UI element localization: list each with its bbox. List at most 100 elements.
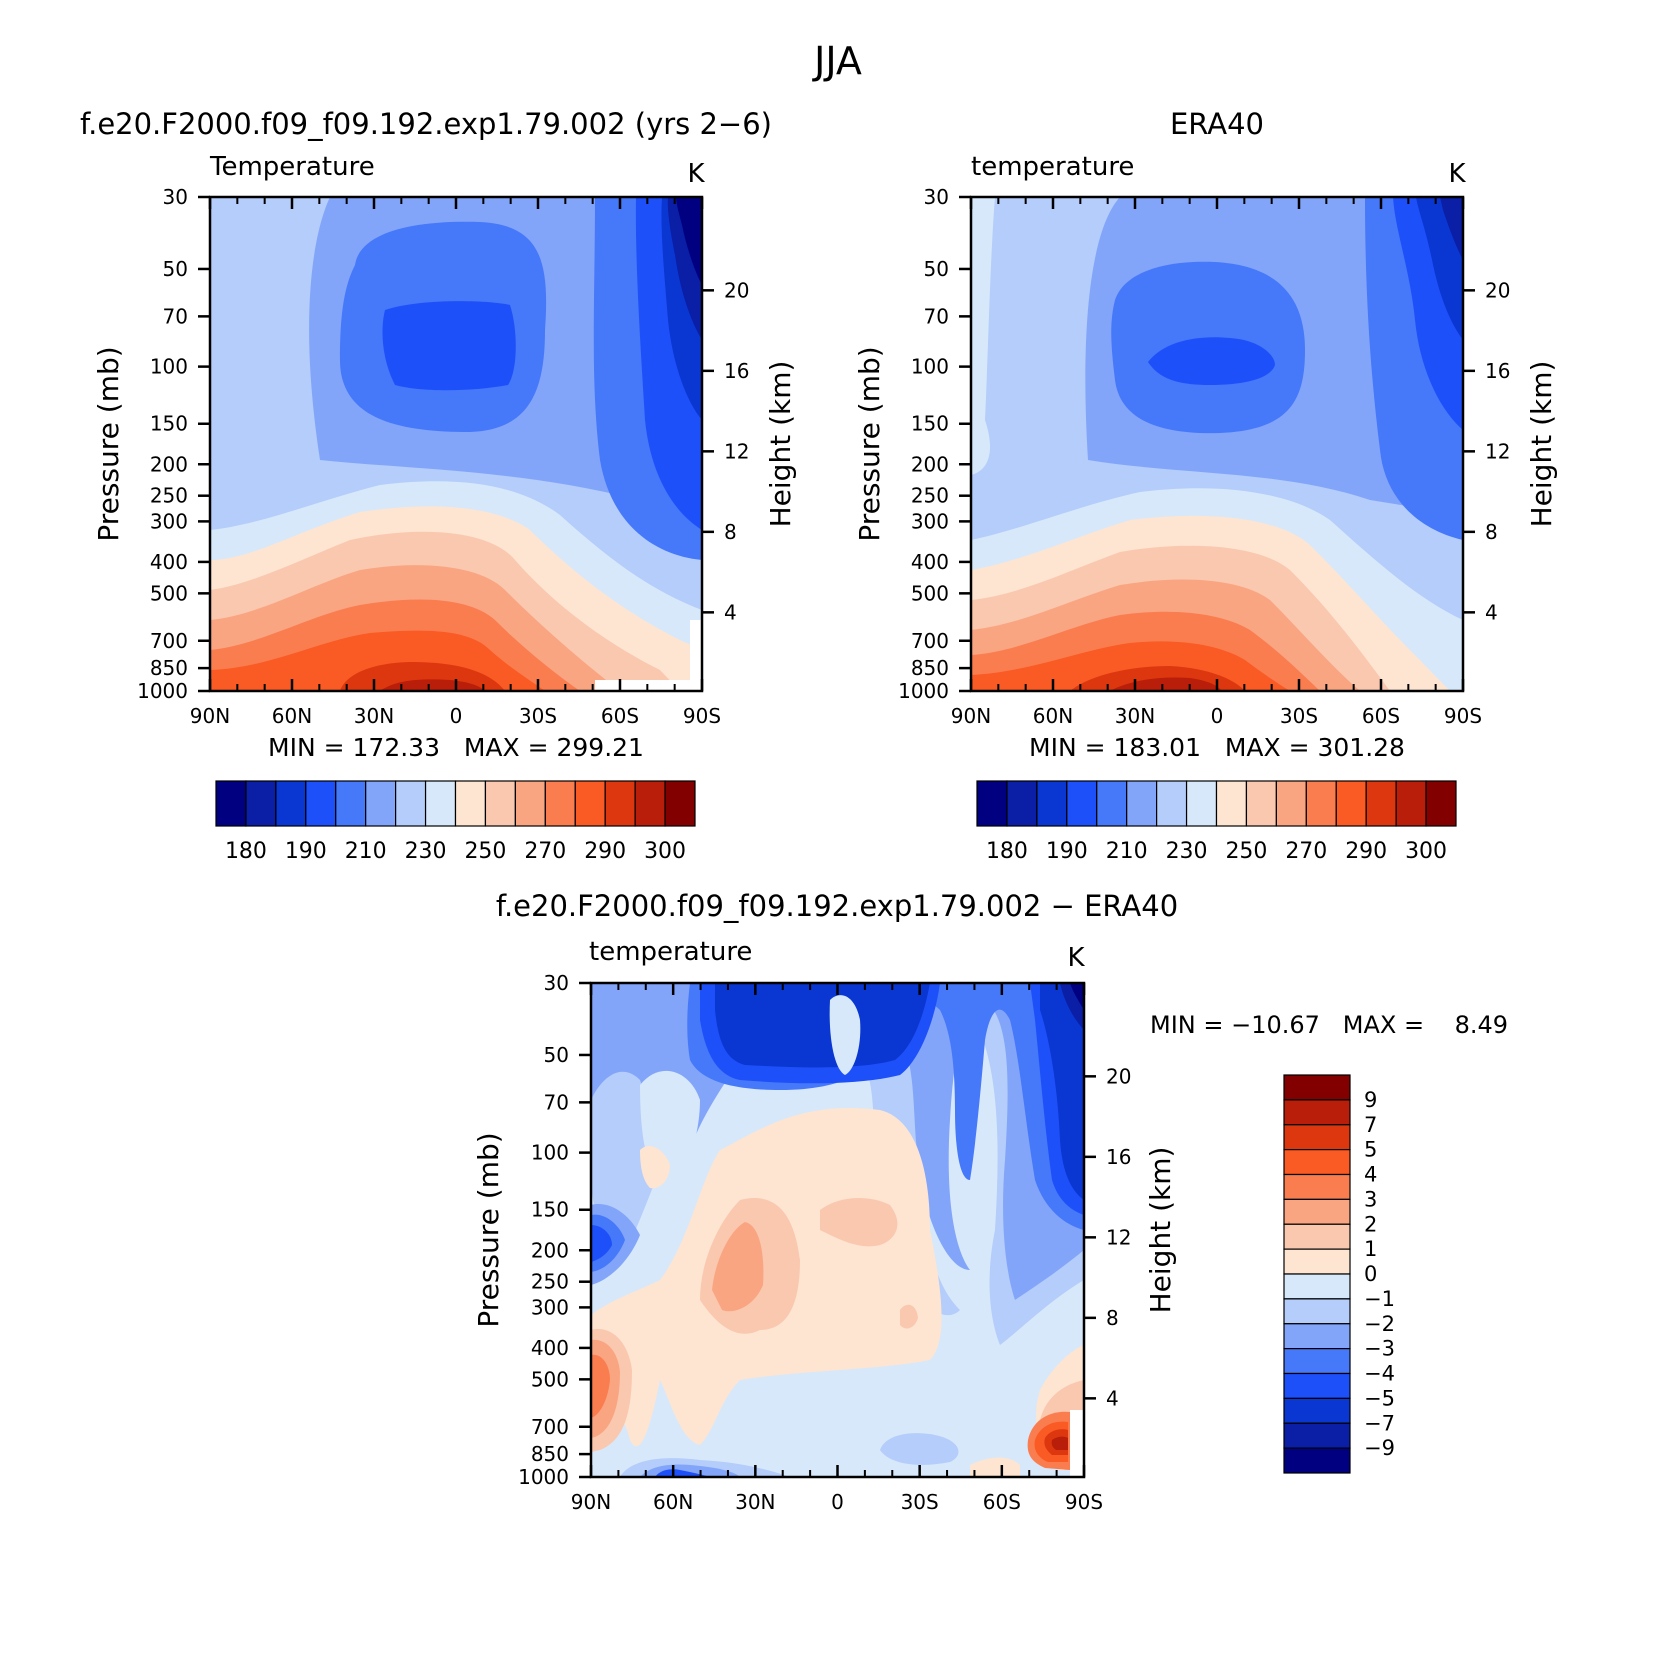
colorbar-swatch	[1283, 1298, 1351, 1325]
panel-heading: ERA40	[1170, 107, 1264, 141]
colorbar-label: 270	[524, 839, 566, 864]
axes: 90N 60N 30N 0 30S 60S 90S 30 50 70 100 150 200 250300…	[518, 971, 1131, 1514]
colorbar-label: 210	[345, 839, 387, 864]
y-axis-label-right: Height (km)	[1144, 1147, 1177, 1314]
y-right-tick-label: 12	[1106, 1225, 1131, 1249]
y-right-tick-label: 4	[1485, 600, 1498, 624]
colorbar-swatch	[395, 780, 427, 827]
colorbar-label: 7	[1364, 1113, 1377, 1137]
missing-data	[690, 620, 702, 691]
colorbar-swatch	[604, 780, 636, 827]
colorbar-swatch	[484, 780, 516, 827]
colorbar-swatch	[1305, 780, 1337, 827]
y-tick-label: 400	[531, 1336, 569, 1360]
colorbar-swatch	[1283, 1099, 1351, 1126]
contour-field	[210, 197, 702, 691]
colorbar-swatch	[1365, 780, 1397, 827]
colorbar-swatch	[1275, 780, 1307, 827]
contour-band	[712, 1222, 764, 1312]
contour-band	[970, 1457, 1020, 1477]
y-tick-label: 850	[150, 656, 188, 680]
colorbar-label: −3	[1364, 1337, 1395, 1361]
colorbar-label: 9	[1364, 1088, 1377, 1112]
y-right-tick-label: 12	[1485, 439, 1510, 463]
contour-band	[715, 983, 930, 1068]
x-tick-label: 60N	[653, 1490, 693, 1514]
x-tick-label: 60S	[601, 704, 639, 728]
units-label: K	[1067, 943, 1085, 973]
min-max-stats: MIN = 183.01 MAX = 301.28	[1029, 733, 1405, 762]
y-tick-label: 150	[150, 412, 188, 436]
x-tick-label: 90N	[951, 704, 991, 728]
colorbar-label: 300	[644, 839, 686, 864]
x-tick-label: 60S	[1362, 704, 1400, 728]
contour-band	[591, 1354, 610, 1418]
x-tick-label: 0	[831, 1490, 844, 1514]
y-right-tick-label: 16	[724, 359, 749, 383]
axes: 90N 60N 30N 0 30S 60S 90S 30 50 70 100 150 200 250300…	[898, 185, 1510, 728]
y-tick-label: 1000	[898, 679, 949, 703]
contour-band	[900, 1304, 918, 1329]
y-tick-label: 500	[531, 1367, 569, 1391]
panel-era40: ERA40 temperature K 90N 60N 30N 0 30S 60S 90S 3…	[853, 107, 1558, 864]
colorbar-label: 230	[405, 839, 447, 864]
colorbar-swatch	[454, 780, 487, 827]
x-tick-label: 90S	[1065, 1490, 1103, 1514]
contour-field	[971, 197, 1463, 691]
y-tick-label: 1000	[518, 1465, 569, 1489]
colorbar-swatch	[215, 780, 247, 827]
panel-heading: f.e20.F2000.f09_f09.192.exp1.79.002 (yrs…	[80, 107, 772, 141]
min-max-stats: MIN = −10.67 MAX = 8.49	[1150, 1011, 1508, 1039]
colorbar-swatch	[1283, 1074, 1351, 1101]
colorbar-swatch	[1283, 1397, 1351, 1424]
colorbar-label: −4	[1364, 1362, 1395, 1386]
colorbar-swatch	[1283, 1422, 1351, 1449]
colorbar-swatch	[245, 780, 277, 827]
y-tick-label: 70	[924, 304, 949, 328]
colorbar-swatch	[1283, 1273, 1351, 1300]
colorbar-swatch	[275, 780, 307, 827]
contour-field	[591, 983, 1084, 1477]
contour-band	[1440, 629, 1457, 657]
contour-band	[382, 301, 516, 391]
colorbar-swatch	[544, 780, 576, 827]
contour-band	[1110, 677, 1222, 691]
colorbar-label: 0	[1364, 1262, 1377, 1286]
colorbar-swatch	[1156, 780, 1188, 827]
colorbar-label: 190	[285, 839, 327, 864]
y-right-tick-label: 4	[1106, 1386, 1119, 1410]
x-tick-label: 30N	[1115, 704, 1155, 728]
colorbar-swatch	[1335, 780, 1367, 827]
panel-model: f.e20.F2000.f09_f09.192.exp1.79.002 (yrs…	[80, 107, 797, 864]
colorbar-label: 300	[1405, 839, 1447, 864]
y-tick-label: 700	[150, 629, 188, 653]
colorbar-swatch	[664, 780, 696, 827]
y-right-tick-label: 12	[724, 439, 749, 463]
y-tick-label: 200	[531, 1238, 569, 1262]
colorbar-swatch	[1245, 780, 1277, 827]
x-tick-label: 60N	[272, 704, 312, 728]
contour-band	[640, 1145, 670, 1189]
contour-band	[676, 197, 702, 285]
x-tick-label: 30N	[354, 704, 394, 728]
y-right-tick-label: 20	[1485, 278, 1510, 302]
colorbar-swatch	[1006, 780, 1038, 827]
figure-title: JJA	[812, 39, 862, 83]
colorbar-label: 290	[1345, 839, 1387, 864]
y-tick-label: 500	[911, 581, 949, 605]
y-tick-label: 30	[544, 971, 569, 995]
panel-heading: f.e20.F2000.f09_f09.192.exp1.79.002 − ER…	[496, 889, 1178, 923]
y-axis-label: Pressure (mb)	[853, 346, 886, 541]
y-tick-label: 250	[150, 484, 188, 508]
contour-band	[1440, 197, 1463, 260]
y-tick-label: 50	[924, 257, 949, 281]
colorbar-swatch	[365, 780, 397, 827]
colorbar-swatch	[1066, 780, 1098, 827]
colorbar-label: −7	[1364, 1411, 1395, 1435]
y-tick-label: 150	[911, 412, 949, 436]
y-axis-label-right: Height (km)	[764, 361, 797, 528]
contour-band	[1040, 983, 1084, 1200]
y-tick-label: 300	[911, 509, 949, 533]
